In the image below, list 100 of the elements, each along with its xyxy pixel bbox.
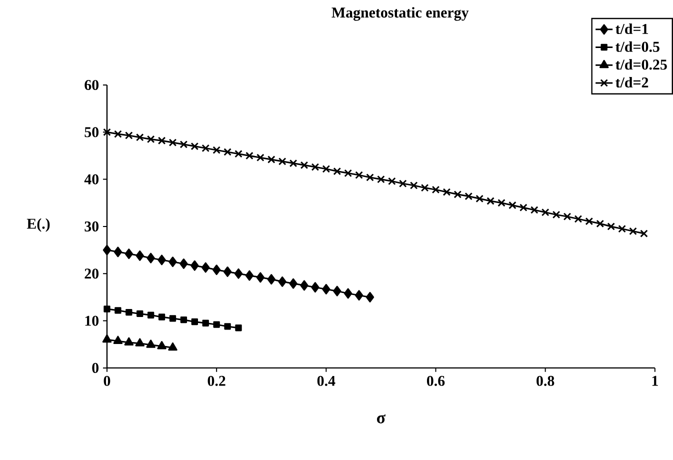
- point: [180, 316, 188, 324]
- x-axis-title: σ: [376, 414, 386, 424]
- point: [541, 208, 550, 216]
- point: [355, 171, 363, 180]
- point: [103, 128, 111, 136]
- point: [146, 252, 155, 264]
- point: [267, 274, 276, 285]
- point: [410, 182, 418, 190]
- point: [289, 159, 298, 168]
- point: [234, 150, 242, 158]
- legend-label: t/d=0.25: [616, 59, 667, 70]
- point: [256, 272, 265, 283]
- point: [124, 248, 134, 260]
- point: [344, 169, 352, 178]
- point: [212, 146, 220, 154]
- point: [212, 264, 221, 276]
- point: [135, 338, 144, 346]
- point: [146, 135, 155, 144]
- point: [146, 340, 156, 348]
- y-tick-label: 0: [92, 362, 99, 374]
- chart-title: Magnetostatic energy: [332, 7, 469, 21]
- y-tick-label: 20: [84, 268, 99, 279]
- point: [278, 158, 286, 166]
- point: [552, 210, 560, 219]
- point: [476, 194, 484, 203]
- y-tick-label: 50: [84, 127, 99, 138]
- point: [442, 188, 451, 196]
- point: [224, 148, 232, 156]
- point: [344, 288, 352, 299]
- point: [366, 174, 374, 182]
- point: [180, 258, 188, 269]
- point: [300, 161, 308, 170]
- point: [223, 266, 232, 278]
- point: [190, 142, 199, 150]
- point: [640, 230, 648, 238]
- point: [629, 227, 637, 236]
- point: [311, 282, 320, 293]
- point: [256, 154, 264, 162]
- point: [190, 260, 199, 271]
- point: [498, 198, 506, 207]
- point: [168, 256, 177, 268]
- point: [607, 222, 616, 230]
- point: [354, 290, 364, 301]
- point: [519, 204, 528, 212]
- point: [202, 144, 210, 152]
- point: [158, 254, 166, 266]
- y-tick-label: 30: [84, 221, 99, 232]
- point: [124, 132, 133, 140]
- point: [420, 184, 429, 192]
- point: [136, 310, 144, 318]
- point: [168, 138, 177, 146]
- point: [454, 190, 462, 198]
- point: [157, 341, 166, 350]
- point: [300, 280, 308, 291]
- point: [508, 201, 516, 210]
- point: [224, 323, 231, 330]
- x-tick-label: 0.6: [426, 376, 445, 386]
- point: [158, 314, 166, 320]
- x-tick-label: 0: [104, 376, 110, 386]
- point: [585, 217, 594, 226]
- point: [267, 156, 276, 164]
- point: [213, 321, 220, 328]
- point: [102, 244, 112, 256]
- point: [563, 212, 572, 221]
- point: [322, 284, 330, 294]
- y-tick-label: 10: [85, 316, 99, 326]
- point: [126, 308, 132, 316]
- point: [202, 262, 210, 273]
- point: [114, 307, 122, 314]
- point: [104, 306, 110, 312]
- point: [377, 175, 385, 184]
- point: [618, 224, 626, 233]
- point: [366, 292, 374, 302]
- point: [464, 192, 473, 200]
- point: [574, 215, 582, 223]
- point: [311, 163, 320, 171]
- point: [136, 133, 144, 142]
- point: [113, 336, 123, 344]
- point: [202, 320, 209, 327]
- point: [114, 130, 122, 138]
- x-tick-label: 1: [652, 376, 658, 386]
- point: [322, 165, 330, 173]
- point: [333, 167, 342, 176]
- y-tick-label: 60: [84, 80, 99, 90]
- point: [158, 136, 166, 145]
- legend-label: t/d=1: [616, 24, 648, 34]
- x-tick-label: 0.4: [317, 376, 336, 386]
- point: [486, 197, 494, 205]
- point: [530, 206, 538, 214]
- point: [246, 152, 254, 160]
- x-tick-label: 0.2: [208, 376, 226, 386]
- point: [169, 315, 176, 322]
- point: [278, 276, 286, 287]
- point: [596, 220, 604, 228]
- y-tick-label: 40: [84, 174, 99, 184]
- point: [168, 342, 178, 351]
- point: [235, 324, 242, 332]
- x-tick-label: 0.8: [536, 376, 554, 386]
- point: [245, 270, 254, 281]
- y-axis-title: E(.): [26, 218, 50, 232]
